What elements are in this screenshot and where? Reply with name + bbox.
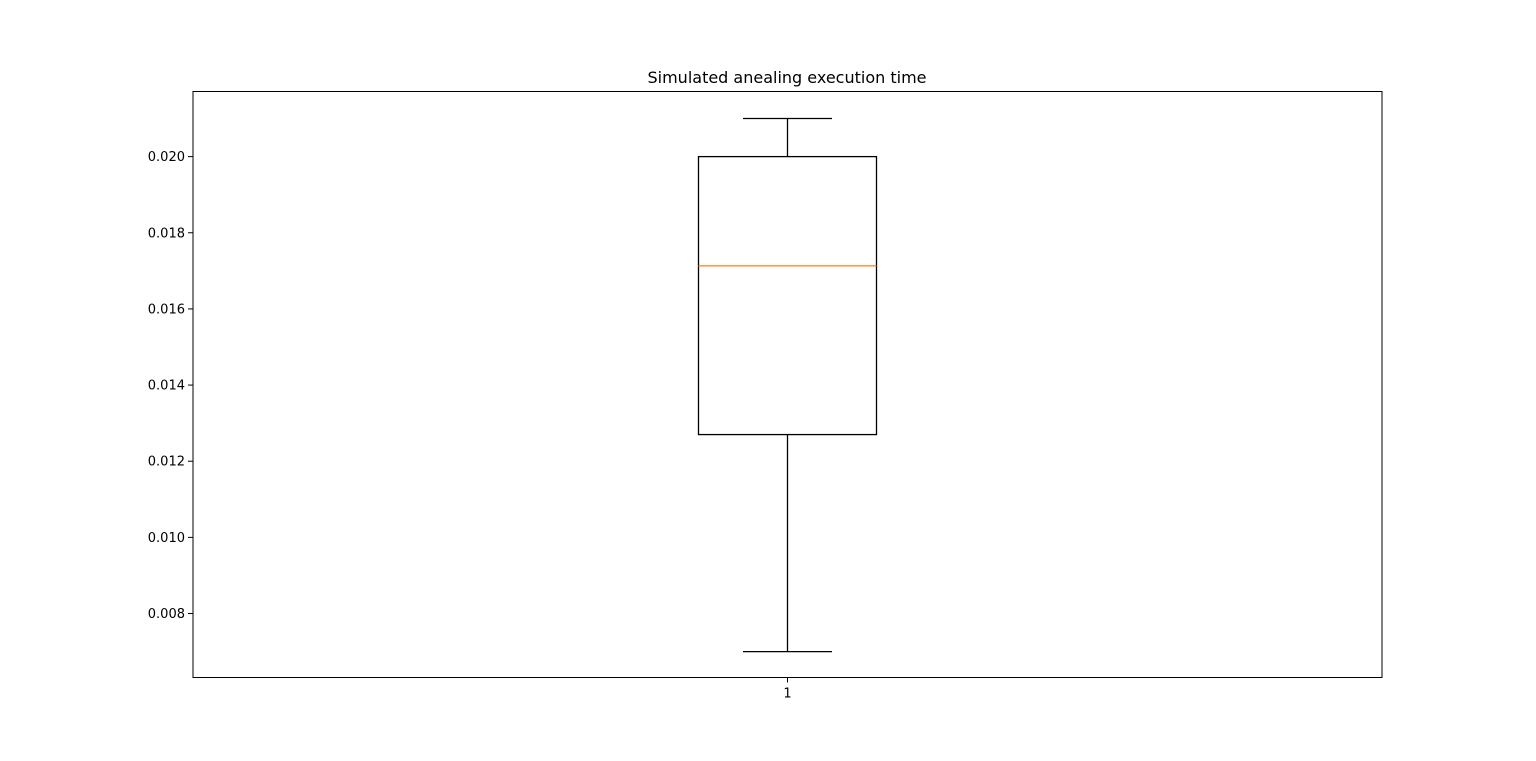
chart-title: Simulated anealing execution time [647, 68, 926, 87]
y-tick-label: 0.012 [148, 455, 185, 470]
y-tick-label: 0.018 [148, 226, 185, 241]
y-axis: 0.008 0.010 0.012 0.014 0.016 0.018 0.020 [148, 150, 193, 622]
box-iqr [697, 155, 878, 436]
boxplot-layer [697, 117, 878, 653]
y-tick-label: 0.008 [148, 607, 185, 622]
plot-area-frame [192, 91, 1383, 678]
y-tick-label: 0.010 [148, 531, 185, 546]
x-axis: 1 [783, 677, 792, 702]
x-tick-label: 1 [783, 687, 791, 702]
y-tick-label: 0.016 [148, 302, 185, 317]
y-tick-label: 0.020 [148, 150, 185, 165]
y-tick-label: 0.014 [148, 379, 185, 394]
